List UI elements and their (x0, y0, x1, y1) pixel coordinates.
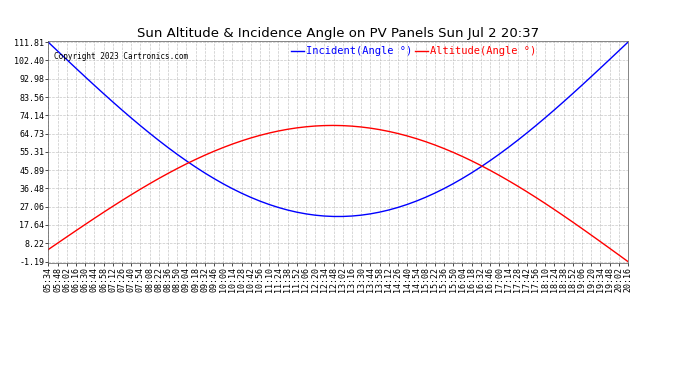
Legend: Incident(Angle °), Altitude(Angle °): Incident(Angle °), Altitude(Angle °) (291, 46, 536, 57)
Text: Copyright 2023 Cartronics.com: Copyright 2023 Cartronics.com (54, 53, 188, 61)
Title: Sun Altitude & Incidence Angle on PV Panels Sun Jul 2 20:37: Sun Altitude & Incidence Angle on PV Pan… (137, 27, 539, 40)
